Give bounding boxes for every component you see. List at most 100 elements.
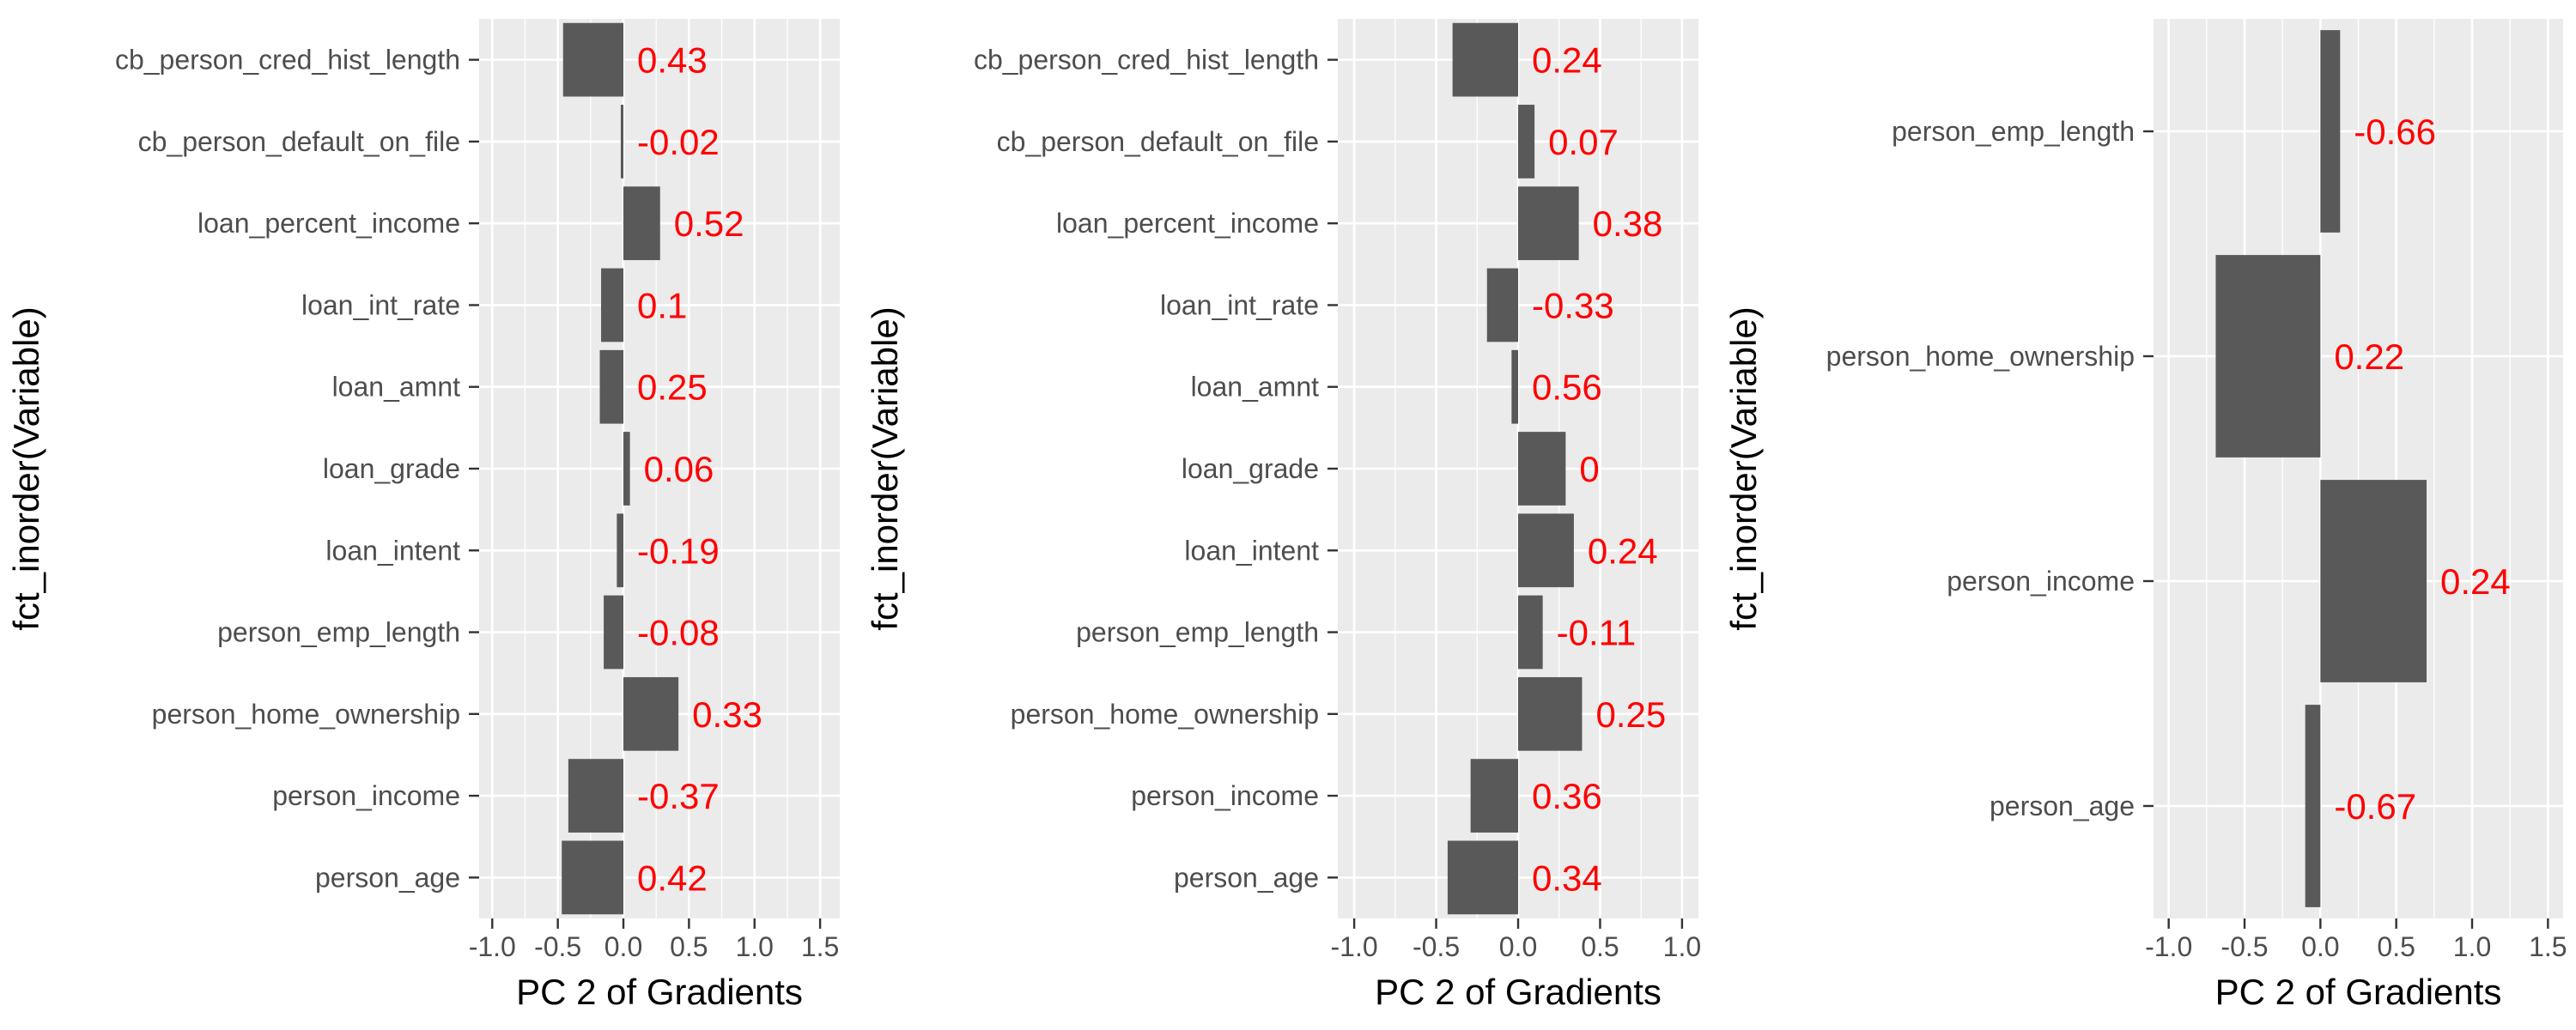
y-axis-title: fct_inorder(Variable) xyxy=(1723,306,1764,630)
data-label: -0.66 xyxy=(2354,112,2436,152)
y-tick-label: loan_amnt xyxy=(332,372,461,403)
bar xyxy=(1518,432,1566,506)
x-tick-label: -0.5 xyxy=(1413,931,1460,962)
bar xyxy=(1511,349,1518,424)
x-tick-label: 0.5 xyxy=(1581,931,1619,962)
bar xyxy=(568,759,623,833)
data-label: 0.24 xyxy=(2440,561,2511,602)
x-tick-label: 1.5 xyxy=(2529,931,2567,962)
data-label: 0.25 xyxy=(1595,694,1666,735)
data-label: 0.24 xyxy=(1532,40,1602,81)
y-tick-label: person_age xyxy=(315,862,460,893)
x-tick-label: 0.0 xyxy=(1499,931,1537,962)
x-tick-label: -0.5 xyxy=(2221,931,2268,962)
x-tick-label: 1.0 xyxy=(2453,931,2491,962)
bar xyxy=(1452,22,1518,97)
bar xyxy=(623,432,630,506)
x-axis-title: PC 2 of Gradients xyxy=(516,972,803,1012)
data-label: 0.42 xyxy=(637,857,708,898)
chart-panel-1: 0.42 -0.37 0.33 -0.08 -0.19 0.06 0.25 0.1 0.52 -0… xyxy=(6,19,840,1012)
chart-panel-2: 0.34 0.36 0.25 -0.11 0.24 0 0.56 -0.33 0.38 0.07 0… xyxy=(865,19,1701,1012)
data-label: -0.02 xyxy=(637,122,720,162)
y-tick-label: person_emp_length xyxy=(1076,617,1319,648)
bar xyxy=(2320,480,2427,682)
y-tick-label: loan_intent xyxy=(325,535,460,566)
y-tick-label: loan_int_rate xyxy=(1160,289,1319,320)
data-label: 0.25 xyxy=(637,367,708,408)
y-tick-label: loan_percent_income xyxy=(197,208,460,239)
y-tick-label: cb_person_default_on_file xyxy=(138,126,460,157)
y-tick-label: person_income xyxy=(1947,566,2135,597)
x-tick-label: 0.0 xyxy=(2301,931,2339,962)
y-tick-label: cb_person_cred_hist_length xyxy=(115,45,460,76)
x-axis-title: PC 2 of Gradients xyxy=(2215,972,2502,1012)
data-label: 0.07 xyxy=(1548,122,1619,162)
bar xyxy=(599,349,623,424)
x-axis-title: PC 2 of Gradients xyxy=(1375,972,1662,1012)
data-label: 0.22 xyxy=(2334,336,2404,377)
data-label: -0.67 xyxy=(2334,786,2416,827)
bar xyxy=(562,22,623,97)
bar xyxy=(1518,676,1583,751)
bar xyxy=(601,268,623,342)
data-label: 0.36 xyxy=(1532,776,1602,816)
y-tick-label: person_home_ownership xyxy=(1011,699,1319,730)
bar xyxy=(1518,595,1543,670)
data-label: -0.37 xyxy=(637,776,720,816)
y-tick-label: loan_intent xyxy=(1184,535,1319,566)
x-tick-label: -0.5 xyxy=(534,931,581,962)
y-tick-label: cb_person_default_on_file xyxy=(997,126,1319,157)
x-tick-label: 1.0 xyxy=(1663,931,1701,962)
x-tick-label: -1.0 xyxy=(469,931,516,962)
data-label: -0.08 xyxy=(637,613,720,653)
y-axis-title: fct_inorder(Variable) xyxy=(6,306,46,630)
y-tick-label: loan_percent_income xyxy=(1056,208,1319,239)
x-tick-label: -1.0 xyxy=(1331,931,1378,962)
x-tick-label: 0.0 xyxy=(605,931,642,962)
data-label: 0.24 xyxy=(1588,530,1658,571)
y-tick-label: person_emp_length xyxy=(1892,116,2135,147)
bar xyxy=(1447,840,1518,915)
y-tick-label: loan_amnt xyxy=(1191,372,1320,403)
data-label: -0.33 xyxy=(1532,285,1614,325)
data-label: 0.52 xyxy=(674,203,744,244)
bar xyxy=(604,595,623,670)
bar xyxy=(562,840,623,915)
bar xyxy=(1486,268,1518,342)
bar xyxy=(623,186,660,261)
bar xyxy=(1518,105,1535,179)
data-label: 0 xyxy=(1579,449,1599,489)
y-tick-label: person_age xyxy=(1990,791,2135,821)
data-label: 0.56 xyxy=(1532,367,1602,408)
x-tick-label: -1.0 xyxy=(2145,931,2192,962)
x-tick-label: 1.0 xyxy=(735,931,773,962)
bar xyxy=(2320,30,2341,233)
data-label: 0.06 xyxy=(644,449,714,489)
data-label: 0.43 xyxy=(637,40,708,81)
data-label: -0.19 xyxy=(637,530,720,571)
y-tick-label: person_home_ownership xyxy=(1826,341,2135,372)
data-label: 0.34 xyxy=(1532,857,1602,898)
y-tick-label: cb_person_cred_hist_length xyxy=(974,45,1319,76)
y-tick-label: person_income xyxy=(1131,780,1319,811)
data-label: 0.38 xyxy=(1593,203,1663,244)
bar xyxy=(620,105,623,179)
chart-panel-3: -0.67 0.24 0.22 -0.66 person_age person_incom… xyxy=(1723,19,2567,1012)
data-label: -0.11 xyxy=(1557,613,1637,653)
y-tick-label: person_age xyxy=(1174,862,1319,893)
bar xyxy=(1518,513,1574,588)
data-label: 0.33 xyxy=(692,694,762,735)
data-label: 0.1 xyxy=(637,285,687,325)
x-tick-label: 0.5 xyxy=(670,931,708,962)
bar xyxy=(1518,186,1579,261)
bar xyxy=(1470,759,1518,833)
y-tick-label: person_emp_length xyxy=(217,617,460,648)
y-tick-label: person_income xyxy=(272,780,460,811)
y-tick-label: loan_int_rate xyxy=(301,289,460,320)
y-tick-label: loan_grade xyxy=(1182,453,1319,484)
bar xyxy=(2215,255,2321,457)
x-tick-label: 1.5 xyxy=(801,931,839,962)
bar xyxy=(617,513,623,588)
y-tick-label: person_home_ownership xyxy=(152,699,460,730)
